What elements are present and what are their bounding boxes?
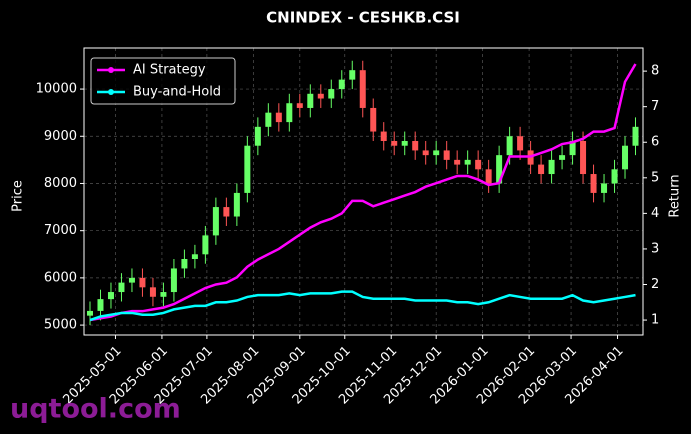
candle-body bbox=[212, 207, 219, 236]
candle-body bbox=[485, 169, 492, 184]
watermark: uqtool.com bbox=[10, 394, 181, 425]
candle-body bbox=[464, 159, 471, 165]
legend-label: AI Strategy bbox=[133, 63, 206, 78]
candle-body bbox=[412, 140, 419, 151]
y2-tick-label: 1 bbox=[651, 313, 659, 328]
chart-title: CNINDEX - CESHKB.CSI bbox=[266, 9, 460, 27]
candle-body bbox=[349, 70, 356, 80]
candle-body bbox=[433, 150, 440, 156]
candle-body bbox=[275, 112, 282, 123]
candle-body bbox=[601, 183, 608, 193]
candle-body bbox=[380, 131, 387, 141]
candle-body bbox=[443, 150, 450, 160]
candle-body bbox=[359, 70, 366, 108]
plot-frame bbox=[83, 47, 644, 336]
candle-body bbox=[559, 155, 566, 160]
y-axis-label: Price bbox=[11, 180, 26, 212]
candle-body bbox=[223, 207, 230, 217]
series-line bbox=[89, 290, 636, 322]
candle-body bbox=[118, 282, 125, 293]
y-tick-label: 9000 bbox=[44, 129, 77, 144]
candle-body bbox=[611, 169, 618, 184]
candle-body bbox=[538, 164, 545, 175]
candle-body bbox=[244, 145, 251, 193]
y2-axis-label: Return bbox=[668, 174, 683, 217]
y2-tick-label: 4 bbox=[651, 206, 659, 221]
candle-body bbox=[328, 89, 335, 99]
candle-body bbox=[86, 310, 93, 316]
candle-body bbox=[307, 93, 314, 108]
y2-tick-label: 3 bbox=[651, 241, 659, 256]
candle-body bbox=[590, 174, 597, 193]
candle-body bbox=[286, 103, 293, 123]
candle-body bbox=[254, 126, 261, 146]
candle-body bbox=[202, 235, 209, 255]
y-tick-label: 10000 bbox=[36, 82, 77, 97]
candle-body bbox=[454, 159, 461, 165]
candle-body bbox=[233, 192, 240, 217]
candle-body bbox=[191, 254, 198, 260]
candle-body bbox=[580, 140, 587, 175]
candle-body bbox=[496, 155, 503, 184]
candle-body bbox=[128, 277, 135, 283]
y-tick-label: 8000 bbox=[44, 176, 77, 191]
legend-box bbox=[90, 57, 236, 105]
candle-body bbox=[548, 159, 555, 175]
y2-tick-label: 2 bbox=[651, 277, 659, 292]
candle-body bbox=[422, 150, 429, 156]
legend-marker bbox=[108, 89, 114, 95]
candle-body bbox=[149, 287, 156, 297]
candle-body bbox=[139, 277, 146, 288]
y2-tick-label: 8 bbox=[651, 64, 659, 79]
candle-body bbox=[296, 103, 303, 108]
candle-body bbox=[370, 107, 377, 132]
candle-body bbox=[338, 79, 345, 90]
candle-body bbox=[265, 112, 272, 127]
candle-body bbox=[475, 159, 482, 170]
legend-label: Buy-and-Hold bbox=[133, 85, 221, 100]
candle-body bbox=[506, 136, 513, 156]
y2-tick-label: 7 bbox=[651, 99, 659, 114]
candle-body bbox=[569, 140, 576, 156]
candle-body bbox=[160, 292, 167, 297]
y-tick-label: 5000 bbox=[44, 318, 77, 333]
candle-body bbox=[632, 126, 639, 146]
candle-body bbox=[391, 140, 398, 146]
candle-body bbox=[401, 140, 408, 146]
candle-body bbox=[170, 268, 177, 293]
y2-tick-label: 6 bbox=[651, 135, 659, 150]
candle-body bbox=[181, 259, 188, 269]
legend-marker bbox=[108, 67, 114, 73]
candle-body bbox=[517, 136, 524, 151]
candle-body bbox=[317, 93, 324, 99]
candle-body bbox=[97, 299, 104, 311]
candle-body bbox=[622, 145, 629, 170]
y-tick-label: 6000 bbox=[44, 270, 77, 285]
series-line bbox=[89, 63, 637, 322]
candle-body bbox=[107, 292, 114, 300]
y2-tick-label: 5 bbox=[651, 170, 659, 185]
y-tick-label: 7000 bbox=[44, 223, 77, 238]
